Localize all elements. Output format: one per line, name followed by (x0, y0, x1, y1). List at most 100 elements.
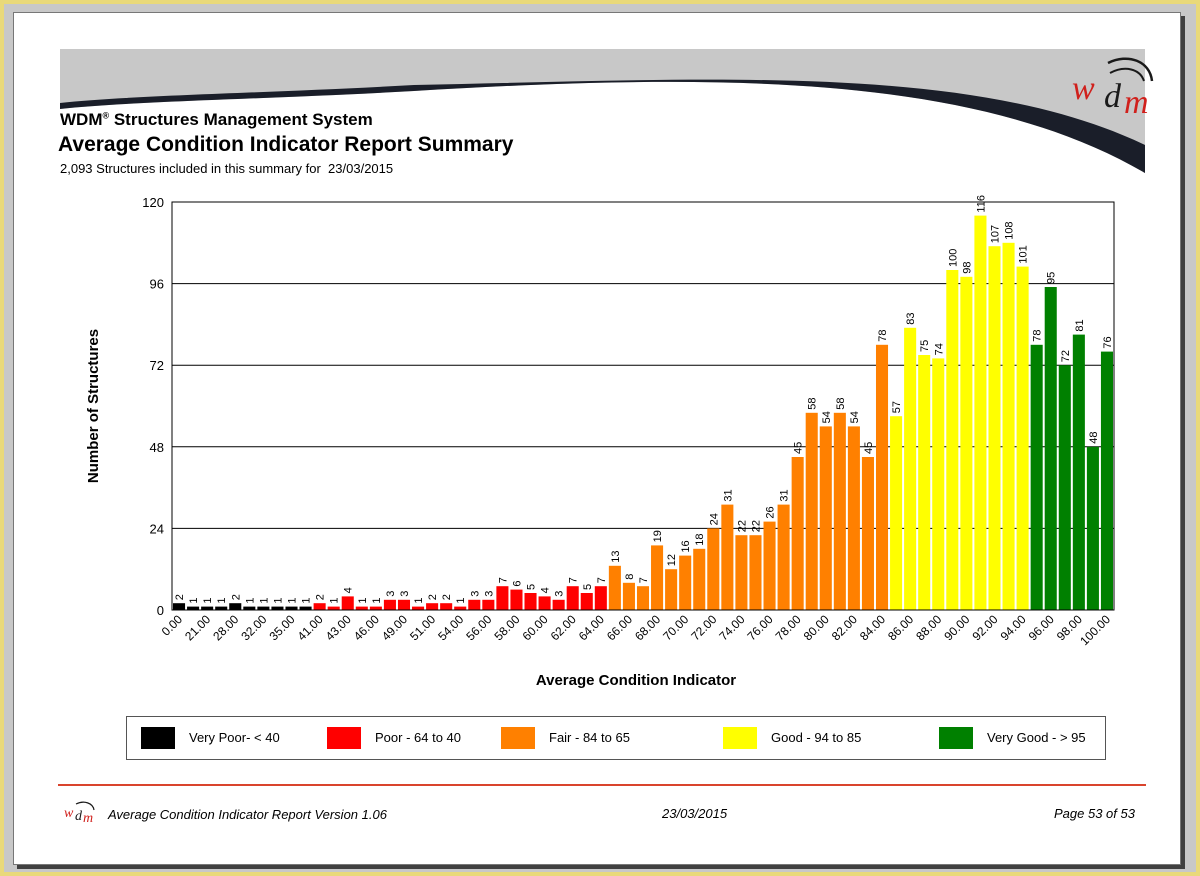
bar-value-label: 19 (652, 530, 664, 542)
footer-report-version: Average Condition Indicator Report Versi… (108, 807, 387, 822)
bar-value-label: 1 (287, 597, 299, 603)
bar-value-label: 1 (455, 597, 467, 603)
bar (482, 599, 495, 610)
bar-value-label: 12 (666, 554, 678, 566)
y-axis-title: Number of Structures (85, 329, 102, 483)
bar-value-label: 22 (750, 520, 762, 532)
bar (1072, 334, 1085, 610)
bar-value-label: 54 (821, 411, 833, 423)
report-page: w d m WDM® Structures Management System … (13, 12, 1181, 865)
x-tick-label: 28.00 (210, 612, 241, 643)
footer-page-number: Page 53 of 53 (1054, 806, 1135, 821)
bar-value-label: 4 (540, 587, 552, 593)
x-tick-label: 46.00 (351, 612, 382, 643)
bar-value-label: 1 (202, 597, 214, 603)
bar-value-label: 45 (793, 442, 805, 454)
bar (960, 276, 973, 610)
bar-value-label: 2 (230, 594, 242, 600)
bar (665, 569, 678, 610)
x-tick-label: 88.00 (913, 612, 944, 643)
x-tick-label: 86.00 (885, 612, 916, 643)
x-axis-title: Average Condition Indicator (536, 672, 736, 689)
bar (833, 412, 846, 610)
svg-text:d: d (75, 809, 83, 824)
bar-value-label: 5 (526, 584, 538, 590)
bar (622, 582, 635, 610)
svg-text:w: w (64, 806, 74, 821)
legend-label: Very Poor- < 40 (189, 730, 280, 745)
bar (313, 603, 326, 610)
report-subtitle: 2,093 Structures included in this summar… (60, 161, 394, 176)
bar (890, 416, 903, 610)
svg-text:d: d (1104, 78, 1122, 115)
bar-value-label: 76 (1102, 336, 1114, 348)
bar (875, 344, 889, 610)
bar-value-label: 7 (568, 577, 580, 583)
bar (707, 528, 720, 610)
bar-value-label: 1 (329, 597, 341, 603)
legend-swatch (939, 727, 973, 749)
bar (735, 535, 748, 610)
bar (988, 246, 1001, 610)
bar (299, 606, 312, 610)
bar (693, 548, 706, 610)
bar (847, 426, 860, 610)
bar (566, 586, 579, 610)
bar-value-label: 57 (891, 401, 903, 413)
bar (510, 589, 523, 610)
bar-value-label: 8 (624, 574, 636, 580)
x-tick-label: 41.00 (295, 612, 326, 643)
x-tick-label: 35.00 (266, 612, 297, 643)
bar-value-label: 75 (919, 340, 931, 352)
bar (1086, 446, 1099, 610)
bar (594, 586, 607, 610)
bar-value-label: 81 (1074, 319, 1086, 331)
legend-label: Fair - 84 to 65 (549, 730, 630, 745)
bar (412, 606, 425, 610)
x-tick-label: 72.00 (688, 612, 719, 643)
x-tick-label: 82.00 (829, 612, 860, 643)
bar-value-label: 1 (188, 597, 200, 603)
bar (383, 599, 396, 610)
bar (426, 603, 439, 610)
bar-value-label: 4 (343, 587, 355, 593)
bar-value-label: 1 (301, 597, 313, 603)
x-tick-label: 58.00 (491, 612, 522, 643)
bar (524, 593, 537, 610)
legend-swatch (723, 727, 757, 749)
bar-value-label: 24 (708, 513, 720, 525)
svg-text:m: m (83, 811, 93, 825)
chart-legend: Very Poor- < 40 Poor - 64 to 40 Fair - 84 … (126, 716, 1106, 760)
bar (1002, 242, 1015, 611)
bar-value-label: 3 (385, 591, 397, 597)
y-tick-label: 48 (150, 440, 164, 455)
bar (229, 603, 242, 610)
plot-border (171, 201, 1115, 611)
bar (454, 606, 467, 610)
bar (355, 606, 368, 610)
bar-value-label: 78 (1032, 330, 1044, 342)
x-tick-label: 68.00 (632, 612, 663, 643)
bar (651, 545, 664, 610)
bar (369, 606, 382, 610)
bar-value-label: 7 (638, 577, 650, 583)
system-name: WDM® Structures Management System (60, 110, 373, 129)
bar (608, 565, 621, 610)
bar-value-label: 54 (849, 411, 861, 423)
bar (819, 426, 832, 610)
legend-label: Good - 94 to 85 (771, 730, 862, 745)
bar-value-label: 58 (807, 398, 819, 410)
x-tick-label: 51.00 (407, 612, 438, 643)
bar-value-label: 1 (258, 597, 270, 603)
x-tick-label: 74.00 (716, 612, 747, 643)
y-tick-label: 96 (150, 277, 164, 292)
bar-value-label: 1 (371, 597, 383, 603)
x-tick-label: 76.00 (745, 612, 776, 643)
y-tick-label: 120 (142, 195, 164, 210)
report-title: Average Condition Indicator Report Summa… (58, 133, 514, 156)
bar (173, 603, 186, 610)
bar-value-label: 108 (1004, 221, 1016, 239)
bar (777, 504, 790, 610)
x-tick-label: 100.00 (1077, 612, 1113, 648)
